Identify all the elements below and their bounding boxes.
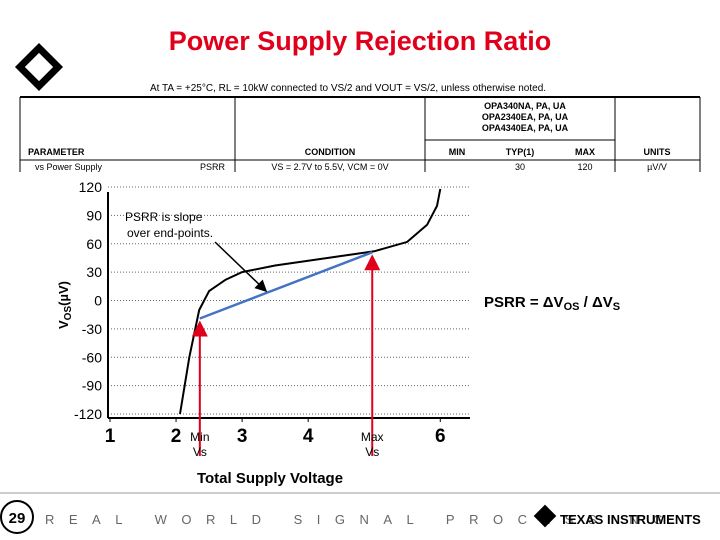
tagline: REAL WORLD SIGNAL PROCESSING <box>45 512 678 527</box>
y-axis-label: VOS(µV) <box>56 281 74 329</box>
endpoint-label: Min <box>190 430 209 444</box>
formula: PSRR = ΔVOS / ΔVS <box>484 294 620 313</box>
cell: VS = 2.7V to 5.5V, VCM = 0V <box>271 162 388 172</box>
model: OPA340NA, PA, UA <box>484 101 566 111</box>
y-tick-label: 30 <box>86 264 102 280</box>
x-tick-label: 3 <box>237 426 248 447</box>
x-tick-label: 4 <box>303 426 314 447</box>
annotation: PSRR is slope <box>125 210 203 224</box>
formula-sub: OS <box>564 301 580 313</box>
cell: µV/V <box>647 162 667 172</box>
logo <box>14 42 64 92</box>
annotation: over end-points. <box>127 226 213 240</box>
model: OPA4340EA, PA, UA <box>482 123 569 133</box>
formula-part: PSRR = ΔV <box>484 294 564 311</box>
formula-part: / ΔV <box>579 294 612 311</box>
brand: TEXAS INSTRUMENTS <box>560 512 701 527</box>
y-tick-label: -90 <box>82 378 102 394</box>
x-tick-label: 1 <box>105 426 116 447</box>
title: Power Supply Rejection Ratio <box>169 26 552 56</box>
y-label-sub: OS <box>63 306 74 321</box>
endpoint-label: Max <box>361 430 384 444</box>
cell: 30 <box>515 162 525 172</box>
header: MAX <box>575 147 595 157</box>
header: TYP(1) <box>506 147 535 157</box>
header: MIN <box>449 147 466 157</box>
table-cutoff <box>0 173 720 185</box>
model: OPA2340EA, PA, UA <box>482 112 569 122</box>
footer: 29 REAL WORLD SIGNAL PROCESSING TEXAS IN… <box>0 492 720 534</box>
x-tick-label: 2 <box>171 426 182 447</box>
vos-curve <box>179 188 442 415</box>
cell: vs Power Supply <box>35 162 103 172</box>
page-number: 29 <box>9 510 26 527</box>
endpoint-label: Vs <box>365 445 379 459</box>
cell: 120 <box>577 162 592 172</box>
x-axis-label: Total Supply Voltage <box>197 470 343 487</box>
pointer-arrow <box>214 241 268 293</box>
cell: PSRR <box>200 162 226 172</box>
y-tick-label: 90 <box>86 207 102 223</box>
y-tick-label: -120 <box>74 406 102 422</box>
y-label-part: (µV) <box>56 281 71 306</box>
x-tick-label: 6 <box>435 426 446 447</box>
y-tick-label: 120 <box>79 179 103 195</box>
subtitle: At TA = +25°C, RL = 10kW connected to VS… <box>150 83 546 94</box>
y-tick-label: -60 <box>82 349 102 365</box>
endpoint-label: Vs <box>193 445 207 459</box>
header: UNITS <box>644 147 671 157</box>
formula-sub: S <box>613 301 620 313</box>
spec-table: OPA340NA, PA, UA OPA2340EA, PA, UA OPA43… <box>19 96 701 172</box>
y-tick-label: 0 <box>94 293 102 309</box>
y-label-part: V <box>56 320 71 329</box>
slope-line <box>199 251 373 320</box>
y-tick-label: -30 <box>82 321 102 337</box>
header: PARAMETER <box>28 147 85 157</box>
y-tick-label: 60 <box>86 236 102 252</box>
header: CONDITION <box>305 147 356 157</box>
